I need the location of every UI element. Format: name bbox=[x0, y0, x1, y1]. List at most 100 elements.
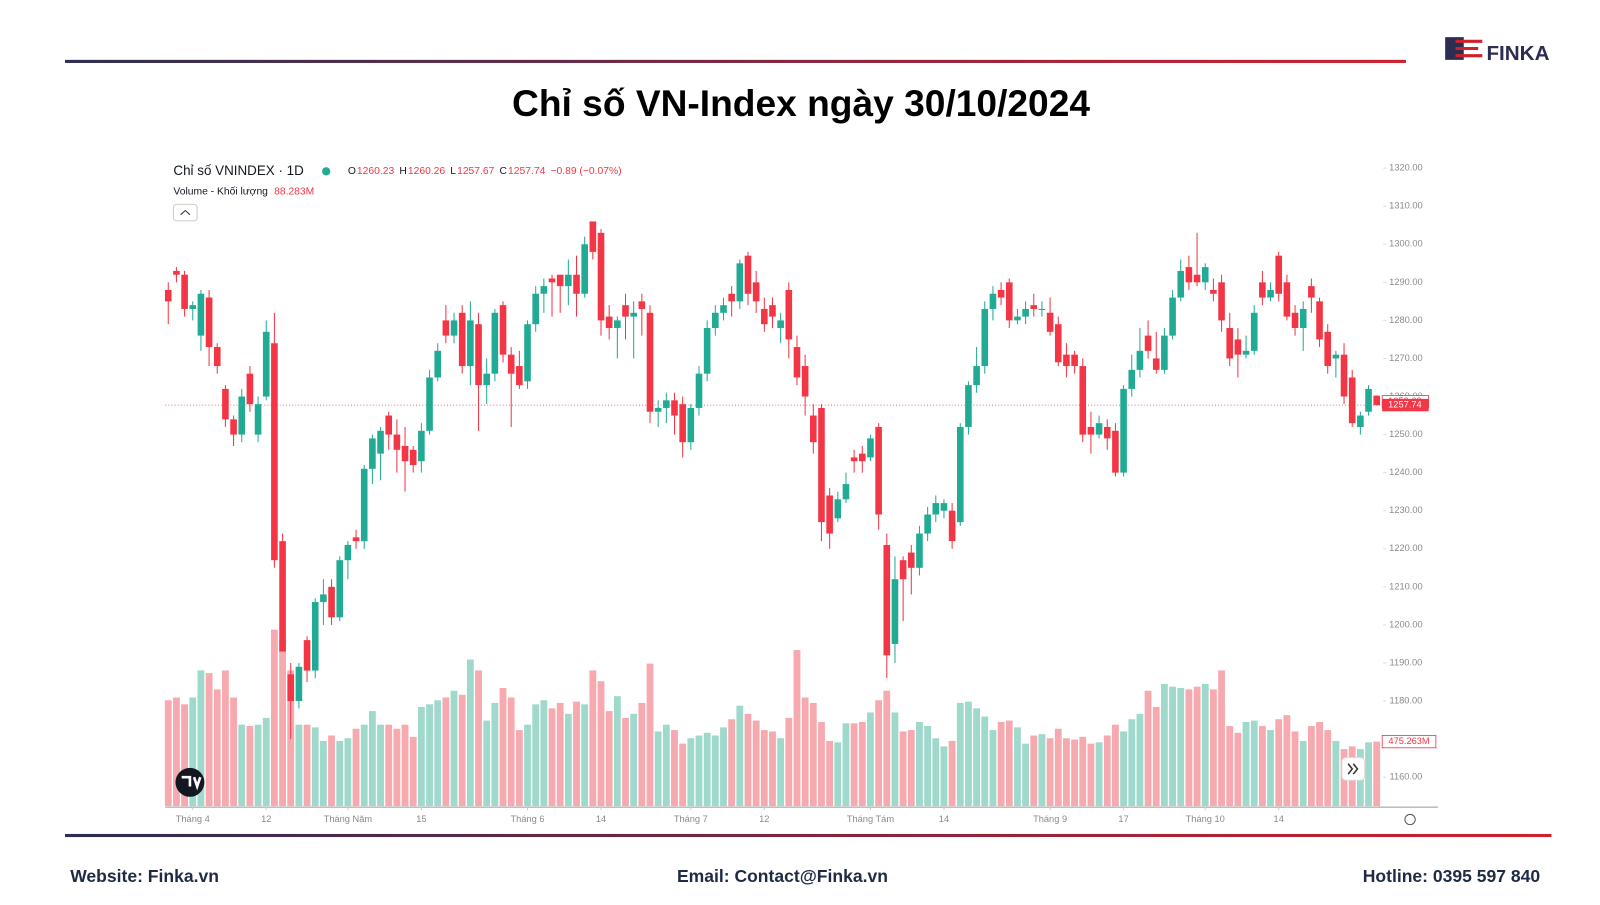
candle-body bbox=[834, 499, 842, 519]
candle-body bbox=[556, 274, 564, 287]
candle-body bbox=[1152, 358, 1160, 370]
candle-body bbox=[728, 293, 735, 302]
volume-bar bbox=[662, 724, 670, 807]
volume-bar bbox=[940, 746, 948, 807]
volume-bar bbox=[760, 730, 768, 807]
candle-body bbox=[1079, 366, 1087, 435]
y-tick-label: 1210.00 bbox=[1389, 581, 1423, 591]
volume-bar bbox=[1365, 742, 1372, 807]
candle-body bbox=[1030, 305, 1038, 309]
volume-bar bbox=[744, 713, 752, 807]
footer-hotline: Hotline: 0395 597 840 bbox=[1363, 866, 1541, 886]
volume-bar bbox=[1169, 686, 1176, 807]
volume-bar bbox=[932, 738, 940, 807]
volume-bar bbox=[654, 731, 662, 807]
candle-body bbox=[279, 541, 286, 652]
x-tick-label: 15 bbox=[416, 814, 426, 824]
candle-body bbox=[565, 274, 572, 287]
candle-body bbox=[1144, 335, 1152, 351]
candle-body bbox=[1308, 286, 1315, 298]
candle-body bbox=[907, 552, 915, 568]
candle-body bbox=[377, 430, 384, 454]
candle-body bbox=[499, 305, 507, 355]
candle-body bbox=[736, 263, 744, 302]
candle-body bbox=[1128, 369, 1136, 389]
bottom-rule bbox=[65, 833, 1552, 838]
volume-bar bbox=[834, 742, 842, 807]
candle-body bbox=[654, 407, 662, 412]
candle-body bbox=[311, 602, 319, 671]
candle-body bbox=[385, 415, 393, 435]
volume-bar bbox=[295, 724, 303, 807]
volume-bar bbox=[1087, 743, 1095, 807]
volume-bar bbox=[303, 724, 311, 807]
candle-body bbox=[197, 293, 205, 336]
y-tick-label: 1320.00 bbox=[1389, 163, 1423, 173]
volume-bar bbox=[785, 717, 793, 807]
candle-body bbox=[491, 312, 499, 374]
candle-body bbox=[679, 404, 686, 443]
volume-bar bbox=[1014, 727, 1021, 807]
candle-body bbox=[442, 320, 450, 336]
volume-bar bbox=[524, 724, 531, 807]
candle-body bbox=[1014, 316, 1021, 321]
candle-body bbox=[524, 324, 531, 382]
candle-body bbox=[393, 434, 401, 450]
candle-body bbox=[458, 312, 466, 367]
candle-body bbox=[744, 255, 752, 294]
candle-body bbox=[801, 366, 809, 397]
volume-bar bbox=[597, 681, 605, 807]
volume-bar bbox=[769, 731, 776, 807]
y-tick-label: 1280.00 bbox=[1389, 315, 1423, 325]
candle-body bbox=[695, 373, 703, 408]
volume-bar bbox=[319, 740, 327, 807]
candle-body bbox=[1373, 395, 1381, 406]
candle-body bbox=[1087, 426, 1095, 435]
candle-body bbox=[899, 560, 907, 580]
candle-body bbox=[1054, 324, 1062, 363]
volume-bar bbox=[777, 738, 785, 807]
candle-body bbox=[507, 354, 515, 374]
volume-bar bbox=[328, 735, 335, 807]
candle-body bbox=[1046, 312, 1054, 332]
candle-body bbox=[687, 407, 695, 443]
x-tick-label: 14 bbox=[596, 814, 606, 824]
volume-bar bbox=[793, 650, 801, 807]
candle-body bbox=[344, 544, 352, 561]
volume-bar bbox=[728, 719, 736, 807]
candle-body bbox=[475, 324, 482, 386]
logo-text: FINKA bbox=[1486, 42, 1549, 65]
collapse-icon bbox=[180, 209, 191, 216]
candle-body bbox=[1332, 354, 1340, 359]
candle-body bbox=[1022, 308, 1029, 317]
volume-bar bbox=[842, 723, 850, 807]
x-tick-label: 14 bbox=[1274, 814, 1284, 824]
volume-bar bbox=[573, 701, 580, 807]
candle-body bbox=[1112, 430, 1119, 473]
volume-bar bbox=[181, 704, 188, 807]
volume-bar bbox=[916, 721, 923, 807]
volume-bar bbox=[1332, 740, 1340, 807]
volume-bar bbox=[1177, 688, 1185, 807]
legend-value: 1260.23 bbox=[357, 166, 395, 177]
volume-bar bbox=[515, 730, 523, 807]
candle-body bbox=[826, 495, 833, 534]
candle-body bbox=[467, 320, 474, 367]
candle-body bbox=[956, 426, 964, 523]
x-tick-label: Tháng 10 bbox=[1186, 814, 1225, 824]
collapse-button[interactable] bbox=[172, 203, 198, 222]
candle-body bbox=[1299, 308, 1307, 329]
candle-body bbox=[540, 286, 548, 294]
settings-icon[interactable] bbox=[1404, 813, 1416, 826]
volume-bar bbox=[1201, 683, 1209, 807]
volume-bar bbox=[279, 639, 286, 807]
candle-body bbox=[1063, 354, 1070, 367]
scroll-button[interactable] bbox=[1341, 757, 1366, 781]
volume-bar bbox=[875, 700, 883, 807]
logo-stripes bbox=[1455, 39, 1483, 58]
candle-body bbox=[630, 312, 637, 317]
volume-bar bbox=[458, 694, 466, 807]
candle-body bbox=[867, 438, 874, 458]
candle-body bbox=[1365, 388, 1372, 412]
candle-body bbox=[703, 328, 711, 374]
